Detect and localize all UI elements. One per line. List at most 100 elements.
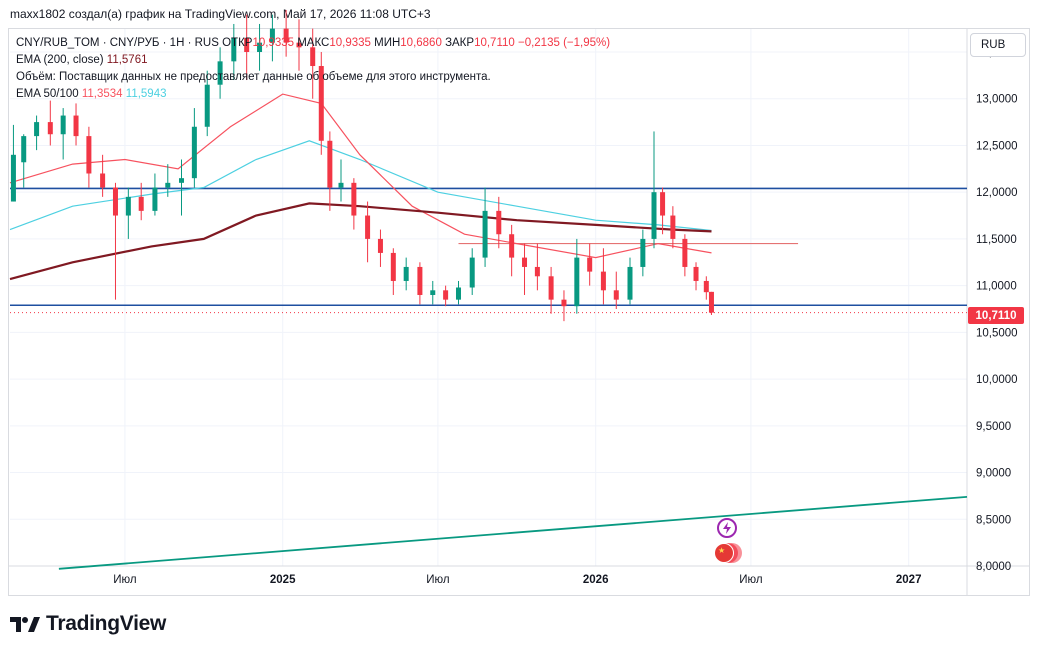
tradingview-logo-icon (10, 617, 40, 632)
candle-body (138, 196, 144, 211)
candle-body (587, 257, 593, 272)
candle-body (60, 115, 66, 135)
candle-body (244, 37, 250, 52)
candle-body (469, 257, 475, 288)
candle-body (509, 234, 515, 258)
symbol-label[interactable]: CNY/RUB_TOM · CNY/РУБ · 1H · RUS (16, 37, 219, 49)
candle-body (693, 266, 699, 281)
candle-body (365, 215, 371, 239)
candle-body (112, 187, 118, 216)
candle-body (73, 115, 79, 137)
candle-body (522, 257, 528, 267)
ema-pair-label[interactable]: EMA 50/100 (16, 88, 79, 100)
candle-body (47, 122, 53, 135)
last-price-tag: 10,7110 (968, 307, 1024, 324)
ema200-line (9, 202, 712, 281)
candle-body (430, 290, 436, 295)
candle-body (86, 136, 92, 174)
chart-frame (8, 28, 1030, 596)
candle-body (21, 136, 27, 163)
x-axis-tick-label: Июл (426, 574, 449, 586)
y-axis-tick-label: 9,0000 (976, 468, 1011, 480)
x-axis-tick-label: 2025 (270, 574, 296, 586)
chart-legend: CNY/RUB_TOM · CNY/РУБ · 1H · RUS ОТКР10,… (16, 35, 610, 103)
candle-body (703, 280, 709, 293)
candle-body (534, 266, 540, 277)
high-label: МАКС (297, 37, 330, 49)
ema100-value: 11,5943 (125, 88, 167, 100)
x-axis-tick-label: 2027 (896, 574, 922, 586)
candle-body (338, 182, 344, 188)
candle-body (204, 84, 210, 127)
ema50-value: 11,3534 (81, 88, 123, 100)
currency-button[interactable]: RUB (970, 33, 1026, 57)
y-axis-tick-label: 8,5000 (976, 514, 1011, 526)
candle-body (269, 28, 275, 43)
close-label: ЗАКР (445, 37, 475, 49)
candle-body (417, 266, 423, 295)
volume-note: Объём: Поставщик данных не предоставляет… (16, 71, 491, 83)
brand-name: TradingView (46, 612, 167, 635)
high-value: 10,9335 (329, 37, 371, 49)
close-value: 10,7110 (474, 37, 515, 49)
attribution-text: maxx1802 создал(а) график на TradingView… (10, 7, 431, 21)
candle-body (179, 178, 185, 183)
low-label: МИН (374, 37, 401, 49)
candle-body (640, 238, 646, 267)
y-axis-tick-label: 11,5000 (976, 234, 1017, 246)
ema100-line (9, 140, 712, 232)
candle-body (708, 291, 714, 313)
candle-body (34, 122, 40, 137)
candle-body (627, 266, 633, 300)
candle-body (561, 299, 567, 307)
trend-line (58, 495, 968, 570)
open-value: 10,9335 (252, 37, 295, 49)
candle-body (165, 182, 171, 188)
x-axis-tick-label: Июл (113, 574, 136, 586)
candle-body (217, 61, 223, 85)
candle-body (455, 287, 461, 300)
candle-body (651, 192, 657, 239)
x-axis-tick-label: Июл (739, 574, 762, 586)
candle-body (231, 37, 237, 62)
candle-body (318, 66, 324, 141)
candle-body (390, 252, 396, 281)
candle-body (296, 42, 302, 48)
flag-event-icon[interactable]: ★ (714, 542, 742, 564)
candle-body (660, 192, 666, 216)
candle-body (100, 173, 106, 188)
candle-body (613, 290, 619, 300)
candle-body (125, 196, 131, 216)
open-label: ОТКР (222, 37, 253, 49)
candle-body (191, 126, 197, 179)
ema50-line (9, 93, 712, 259)
lightning-event-icon[interactable] (717, 518, 737, 538)
candle-body (327, 140, 333, 188)
low-value: 10,6860 (400, 37, 442, 49)
x-axis-tick-label: 2026 (583, 574, 609, 586)
y-axis-tick-label: 10,0000 (976, 374, 1018, 386)
candle-body (257, 42, 263, 52)
candle-body (351, 182, 357, 216)
y-axis-tick-label: 12,5000 (976, 140, 1018, 152)
tradingview-logo[interactable]: TradingView (10, 612, 166, 636)
y-axis-tick-label: 12,0000 (976, 187, 1018, 199)
y-axis-tick-label: 8,0000 (976, 561, 1011, 573)
candle-body (377, 238, 383, 253)
ema-value: 11,5761 (106, 54, 148, 66)
candle-body (403, 266, 409, 281)
candle-body (443, 290, 449, 300)
candle-body (496, 210, 502, 235)
change-value: −0,2135 (−1,95%) (517, 37, 611, 49)
y-axis-tick-label: 13,0000 (976, 94, 1018, 106)
candle-body (600, 271, 606, 291)
candle-body (682, 238, 688, 267)
candle-body (283, 28, 289, 43)
y-axis-tick-label: 11,0000 (976, 281, 1017, 293)
candle-body (152, 187, 158, 211)
ema-label[interactable]: EMA (200, close) (16, 54, 104, 66)
candle-body (10, 154, 16, 202)
candle-body (482, 210, 488, 258)
y-axis-tick-label: 9,5000 (976, 421, 1011, 433)
